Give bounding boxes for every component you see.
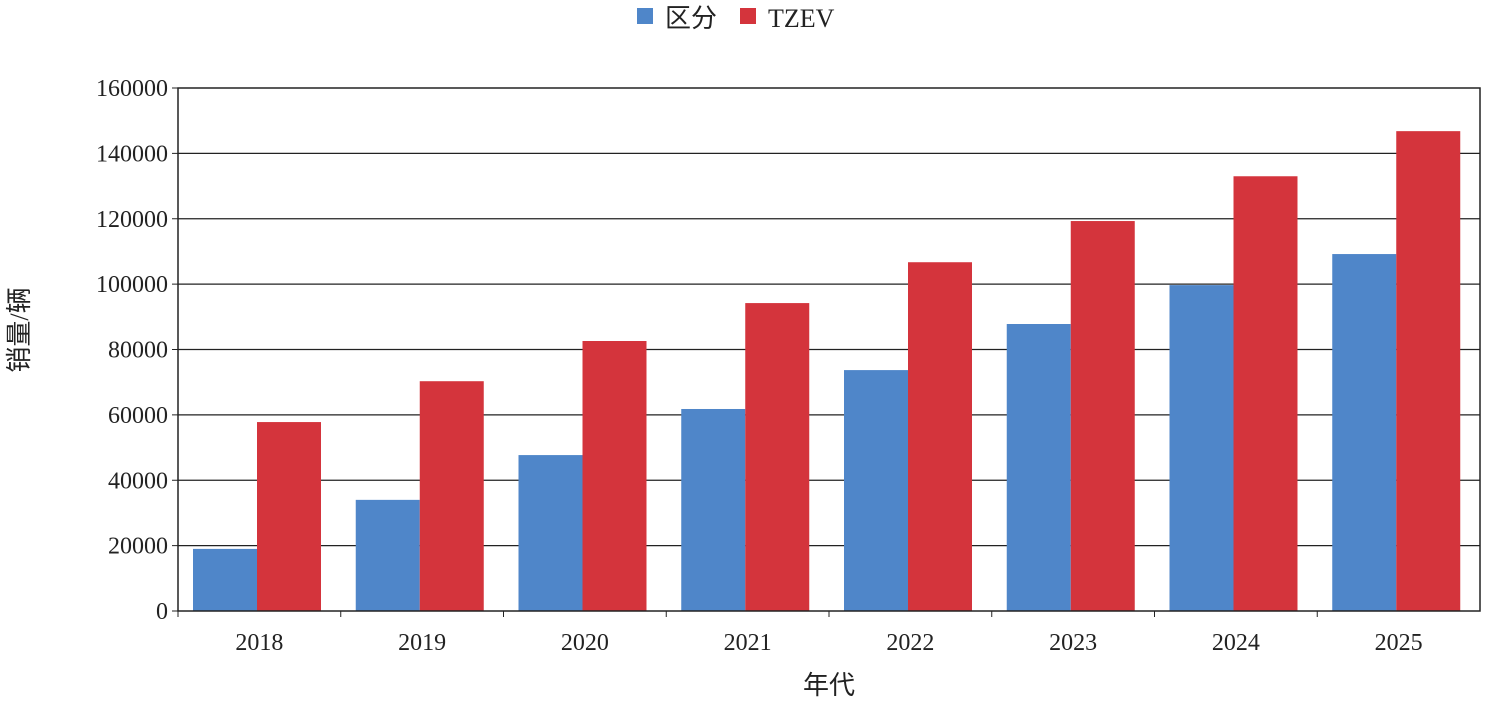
y-tick-label: 160000 <box>96 76 168 102</box>
x-tick-label: 2018 <box>235 630 283 656</box>
y-axis-label: 销量/辆 <box>5 287 34 372</box>
x-tick-label: 2021 <box>724 630 772 656</box>
bars <box>193 131 1461 612</box>
bar-tzev-2024 <box>1233 176 1298 611</box>
y-tick-label: 20000 <box>108 534 168 560</box>
bar-qufen-2025 <box>1332 254 1397 612</box>
bar-tzev-2025 <box>1396 131 1461 611</box>
bar-qufen-2021 <box>681 408 746 611</box>
bar-qufen-2024 <box>1169 285 1234 611</box>
x-axis-label: 年代 <box>803 671 855 700</box>
bar-tzev-2018 <box>257 422 321 611</box>
bar-tzev-2019 <box>419 381 484 611</box>
y-axis-ticks: 0 20000 40000 60000 80000 100000 120000 140000 1… <box>96 76 178 625</box>
gridlines <box>178 152 1480 547</box>
x-tick-label: 2023 <box>1049 630 1097 656</box>
x-axis-ticks: 2018 2019 2020 2021 2022 2023 2024 2025 <box>177 611 1423 656</box>
y-tick-label: 80000 <box>108 338 168 364</box>
x-tick-label: 2024 <box>1212 630 1260 656</box>
legend-swatch <box>740 8 756 24</box>
x-tick-label: 2025 <box>1375 630 1423 656</box>
y-tick-label: 140000 <box>96 141 168 167</box>
y-tick-label: 60000 <box>108 403 168 429</box>
x-tick-label: 2022 <box>886 630 934 656</box>
bar-tzev-2023 <box>1070 221 1135 611</box>
x-tick-label: 2020 <box>561 630 609 656</box>
y-tick-label: 40000 <box>108 468 168 494</box>
bar-qufen-2020 <box>518 455 583 611</box>
bar-tzev-2022 <box>908 262 972 611</box>
bar-tzev-2021 <box>745 303 810 611</box>
legend-swatch <box>637 8 653 24</box>
legend: 区分 TZEV <box>637 4 835 33</box>
bar-tzev-2020 <box>582 341 647 611</box>
x-tick-label: 2019 <box>398 630 446 656</box>
y-tick-label: 0 <box>156 599 168 625</box>
legend-label: TZEV <box>768 4 835 33</box>
y-tick-label: 100000 <box>96 272 168 298</box>
bar-qufen-2023 <box>1006 324 1071 611</box>
y-tick-label: 120000 <box>96 207 168 233</box>
legend-label: 区分 <box>665 4 717 33</box>
bar-qufen-2018 <box>193 548 257 611</box>
bar-qufen-2019 <box>355 499 420 611</box>
bar-qufen-2022 <box>844 370 908 611</box>
